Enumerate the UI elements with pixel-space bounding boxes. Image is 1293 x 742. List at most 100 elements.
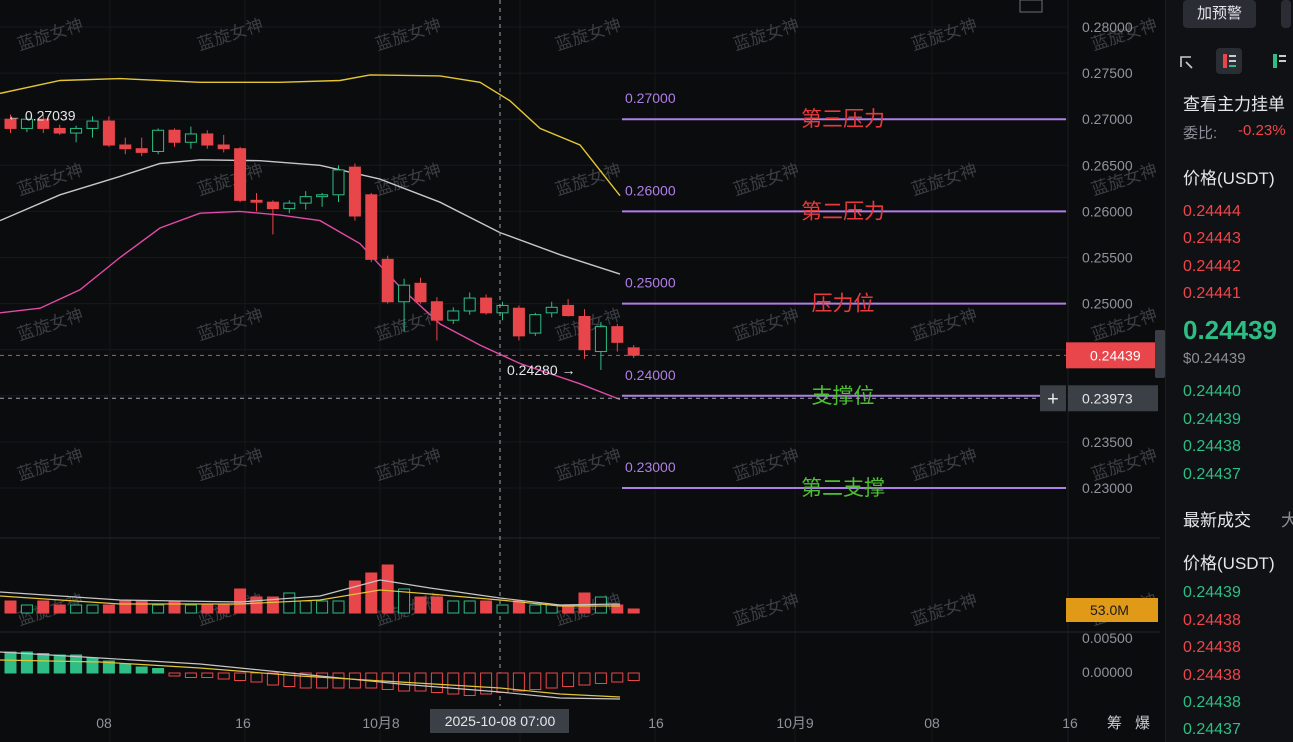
watermark-text: 蓝旋女神 [731,590,802,630]
volume-bar [414,596,427,614]
watermark-text: 蓝旋女神 [553,445,624,485]
watermark-text: 蓝旋女神 [909,590,980,630]
current-price-tag-label: 0.24439 [1090,347,1141,363]
candle-body [152,129,165,152]
macd-bar [135,666,148,674]
candle-body [562,304,575,317]
ask-price[interactable]: 0.24444 [1183,203,1241,220]
panel-expand-handle[interactable] [1155,330,1165,378]
candle-body [611,326,624,343]
volume-bar [316,600,329,614]
volume-tag-label: 53.0M [1090,602,1129,618]
series-line-moving-average [0,159,621,275]
candle-body [184,133,197,143]
candle-body [430,301,443,321]
candle-body [217,144,230,150]
macd-bar [119,663,132,674]
watermark-text: 蓝旋女神 [909,445,980,485]
candle-body [398,284,411,303]
candle-body [234,148,247,201]
fullscreen-icon [1019,0,1043,13]
orderbook-bids-icon[interactable] [1266,48,1292,74]
macd-bar [348,672,361,689]
watermark-text: 蓝旋女神 [195,15,266,55]
candle-body [447,310,460,321]
macd-bar [414,672,427,692]
volume-ma-line [0,579,621,606]
volume-bar [529,604,542,614]
popout-icon[interactable] [1174,48,1200,74]
volume-bar [480,600,493,614]
y-tick-label: 0.25000 [1082,296,1133,312]
crosshair-add-button [1040,385,1066,412]
volume-bar [135,600,148,614]
macd-tick-label: 0.00000 [1082,664,1133,680]
price-chart[interactable]: 蓝旋女神 蓝旋女神 蓝旋女神 蓝旋女神 蓝旋女神 蓝旋女神 蓝旋女神 蓝旋女神 蓝旋女神 蓝旋女神… [0,0,1160,742]
more-button[interactable] [1281,0,1291,28]
volume-bar [578,592,591,614]
y-tick-label: 0.23000 [1082,480,1133,496]
candle-body [86,120,99,129]
volume-bar [266,596,279,614]
volume-bar [348,580,361,614]
macd-bar [496,672,509,693]
watermark-text: 蓝旋女神 [15,160,86,200]
macd-bar [463,672,476,696]
level-price-label: 0.27000 [625,90,676,106]
bid-price[interactable]: 0.24438 [1183,438,1241,455]
macd-bar [20,651,33,674]
ask-price[interactable]: 0.24442 [1183,258,1241,275]
tab-large-trades[interactable]: 大 [1281,506,1293,531]
watermark-text: 蓝旋女神 [373,445,444,485]
crosshair-time-label: 2025-10-08 07:00 [445,713,556,729]
macd-bar [266,672,279,686]
add-alert-button[interactable]: 加预警 [1183,0,1257,28]
candle-body [283,202,296,210]
macd-bar [430,672,443,693]
candle-body [70,127,83,134]
macd-bar [86,657,99,674]
candle-body [201,133,214,146]
ask-price[interactable]: 0.24443 [1183,230,1241,247]
y-tick-label: 0.25500 [1082,250,1133,266]
level-name-label: 第二支撑 [801,477,885,500]
x-tick-label: 10月8 [362,715,400,731]
trades-price-header: 价格(USDT) [1183,554,1275,573]
volume-ma-line [0,589,620,607]
volume-bar [4,600,17,614]
macd-bar [332,672,345,689]
candle-body [381,258,394,303]
series-line-upper-band [0,74,621,197]
level-price-label: 0.24000 [625,367,676,383]
candle-body [332,169,345,196]
x-tick-label: 08 [924,715,940,731]
level-name-label: 第二压力 [801,200,885,223]
view-main-orders-link[interactable]: 查看主力挂单 [1183,95,1285,114]
macd-bar [480,672,493,695]
macd-bar [627,672,640,681]
watermark-text: 蓝旋女神 [195,305,266,345]
volume-bar [37,600,50,614]
ask-price[interactable]: 0.24441 [1183,285,1241,302]
bid-price[interactable]: 0.24437 [1183,466,1241,483]
tab-latest-trades[interactable]: 最新成交 [1183,511,1251,530]
bid-price[interactable]: 0.24440 [1183,383,1241,400]
candle-body [414,282,427,303]
macd-bar [70,654,83,674]
candle-body [119,144,132,150]
orderbook-both-icon[interactable] [1216,48,1242,74]
watermark-text: 蓝旋女神 [15,15,86,55]
macd-bar [512,672,525,692]
y-tick-label: 0.26500 [1082,157,1133,173]
watermark-text: 蓝旋女神 [15,445,86,485]
trade-price: 0.24438 [1183,694,1241,711]
volume-bar [20,604,33,614]
candle-body [578,316,591,351]
macd-bar [250,672,263,683]
watermark-text: 蓝旋女神 [195,445,266,485]
macd-bar [168,672,181,677]
last-price: 0.24439 [1183,315,1277,345]
bid-price[interactable]: 0.24439 [1183,411,1241,428]
candle-body [594,326,607,353]
